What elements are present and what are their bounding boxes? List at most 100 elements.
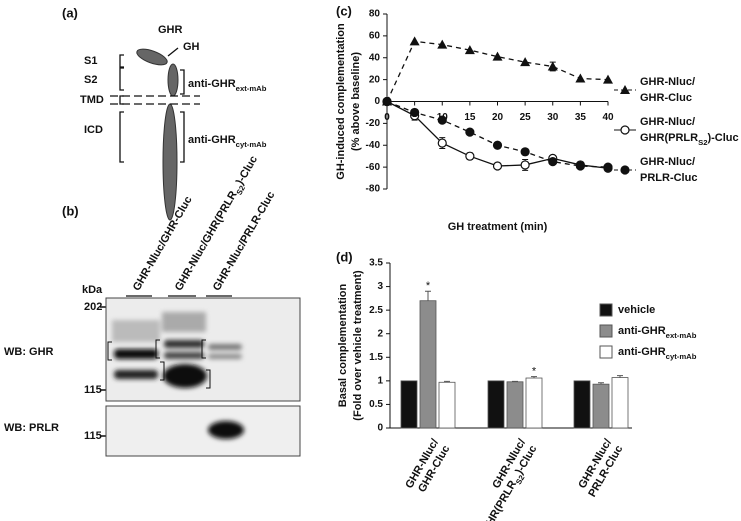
y-tick-label: 1 [377, 375, 383, 386]
x-tick-label: 40 [602, 112, 614, 123]
error-bar [444, 380, 450, 383]
domain-label: ICD [84, 124, 103, 136]
legend-label: GHR-Nluc/ [640, 76, 695, 88]
bar [487, 380, 505, 429]
marker [520, 160, 530, 170]
x-tick-label: 30 [547, 112, 559, 123]
legend-label: anti-GHRcyt-mAb [618, 346, 697, 361]
y-tick-label: 2 [377, 328, 383, 339]
legend-swatch [599, 324, 613, 338]
ligand-label: GH [183, 41, 200, 53]
bar [592, 383, 610, 429]
x-tick-label: 25 [520, 112, 532, 123]
y-tick-label: 0 [374, 96, 380, 107]
marker [465, 151, 475, 161]
panel-label: (a) [62, 5, 78, 20]
legend-swatch [599, 345, 613, 359]
panel-label: (d) [336, 249, 353, 264]
marker [520, 147, 530, 157]
receptor-title: GHR [158, 24, 183, 36]
subscript: ext-mAb [236, 84, 267, 93]
y-tick-label: 20 [369, 74, 381, 85]
y-tick-label: -20 [366, 118, 381, 129]
marker [520, 57, 531, 67]
annotation: * [532, 366, 537, 378]
legend-label: GHR-Nluc/ [640, 156, 695, 168]
series-line [386, 40, 609, 102]
subscript: cyt-mAb [666, 352, 697, 361]
marker [603, 74, 613, 84]
marker [437, 115, 447, 125]
x-axis-label: GH treatment (min) [448, 221, 548, 233]
error-bar [531, 376, 537, 379]
x-tick-label: 35 [575, 112, 587, 123]
y-tick-label: 2.5 [369, 305, 383, 316]
blot-bands [112, 312, 244, 439]
diagram-lines [110, 47, 200, 163]
legend-marker [620, 165, 630, 175]
blot-label: WB: PRLR [4, 422, 59, 434]
blot [105, 405, 301, 457]
text-part: )-Cluc [234, 154, 260, 187]
y-axis-label: (% above baseline) [350, 52, 362, 151]
text-part: GHR-Nluc/ [640, 76, 695, 88]
bar [438, 381, 456, 429]
legend-label: vehicle [618, 304, 655, 316]
bar [400, 380, 418, 429]
x-tick-label: 20 [492, 112, 504, 123]
x-tick-label: 0 [384, 112, 390, 123]
antibody-label: anti-GHRcyt-mAb [188, 134, 267, 149]
legend-label: GHR(PRLRS2)-Cluc [640, 132, 739, 147]
subscript: S2 [698, 138, 707, 147]
panel-label: (b) [62, 203, 79, 218]
text-part: GHR-Nluc/ [640, 116, 695, 128]
legend-label: anti-GHRext-mAb [618, 325, 697, 340]
text-part: anti-GHR [618, 346, 666, 358]
y-tick-label: 3.5 [369, 258, 383, 269]
legend-label: GHR-Cluc [640, 92, 692, 104]
error-bar [425, 290, 431, 301]
text-part: vehicle [618, 304, 655, 316]
marker [575, 161, 585, 171]
x-tick-label: 15 [464, 112, 476, 123]
text-part: anti-GHR [618, 325, 666, 337]
y-tick-label: 1.5 [369, 352, 383, 363]
legend-marker [620, 125, 630, 135]
mw-marker: 115 [84, 430, 102, 442]
y-tick-label: 80 [369, 9, 381, 20]
domain-label: S2 [84, 74, 97, 86]
mw-marker: 115 [84, 384, 102, 396]
annotation: * [426, 280, 431, 292]
legend-marker [620, 85, 630, 94]
y-tick-label: 0 [377, 423, 383, 434]
bar [419, 300, 437, 429]
y-tick-label: 3 [377, 281, 383, 292]
marker [410, 107, 420, 118]
bar [525, 377, 543, 429]
error-bar [598, 382, 604, 385]
text-part: )-Cluc [707, 132, 738, 144]
marker [437, 39, 448, 49]
marker [464, 45, 475, 55]
domain-label: S1 [84, 55, 97, 67]
receptor-diagram [136, 48, 179, 221]
marker [492, 161, 503, 171]
marker [409, 36, 420, 46]
band-brackets [107, 339, 211, 389]
marker [465, 127, 475, 137]
marker [547, 61, 558, 71]
y-axis-label: Basal complementation [337, 283, 349, 407]
text-part: GHR(PRLR [640, 132, 698, 144]
domain-label: TMD [80, 94, 104, 106]
marker [492, 51, 503, 61]
text-part: PRLR-Cluc [640, 172, 697, 184]
text-part: anti-GHR [188, 134, 236, 146]
bar [573, 380, 591, 429]
marker-dashes [100, 306, 106, 437]
subscript: S2 [514, 473, 526, 486]
bar [611, 377, 629, 429]
y-tick-label: 60 [369, 31, 381, 42]
marker [548, 157, 558, 167]
legend-label: GHR-Nluc/ [640, 116, 695, 128]
y-tick-label: -60 [366, 162, 381, 173]
